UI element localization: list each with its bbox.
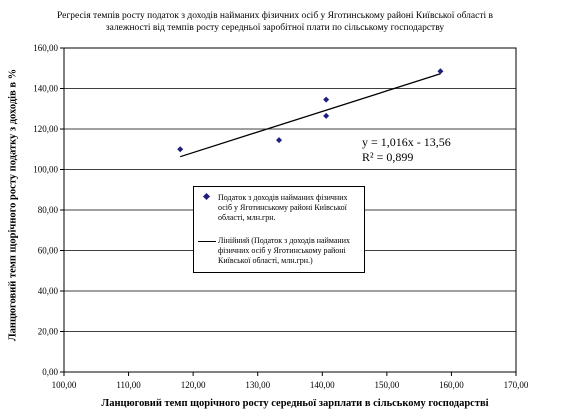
legend-item-trendline: Лінійний (Податок з доходів найманих фіз… <box>198 236 360 266</box>
legend-series-label: Податок з доходів найманих фізичних осіб… <box>218 193 348 222</box>
equation-text: y = 1,016x - 13,56 <box>362 135 451 149</box>
x-tick-label: 140,00 <box>310 380 335 390</box>
legend-trendline-label: Лінійний (Податок з доходів найманих фіз… <box>218 236 350 265</box>
x-tick-label: 150,00 <box>374 380 399 390</box>
x-tick-label: 120,00 <box>181 380 206 390</box>
y-tick-label: 40,00 <box>38 286 59 296</box>
legend-item-series: Податок з доходів найманих фізичних осіб… <box>198 192 360 223</box>
data-point <box>323 112 330 119</box>
y-tick-label: 160,00 <box>33 43 58 53</box>
x-tick-label: 110,00 <box>116 380 141 390</box>
line-marker-icon <box>198 236 218 246</box>
data-point <box>437 68 444 75</box>
data-point <box>323 96 330 103</box>
y-tick-label: 120,00 <box>33 124 58 134</box>
regression-equation: y = 1,016x - 13,56 R² = 0,899 <box>362 135 451 165</box>
x-tick-label: 130,00 <box>245 380 270 390</box>
x-tick-label: 170,00 <box>504 380 529 390</box>
y-tick-label: 0,00 <box>42 367 58 377</box>
x-tick-label: 100,00 <box>52 380 77 390</box>
y-axis-label: Ланцюговий темп щорічного росту податку … <box>7 68 19 342</box>
diamond-marker-icon <box>198 192 218 203</box>
legend: Податок з доходів найманих фізичних осіб… <box>193 186 365 273</box>
y-tick-label: 100,00 <box>33 165 58 175</box>
chart-title: Регресія темпів росту податок з доходів … <box>56 11 493 33</box>
trendline <box>180 73 441 158</box>
y-tick-label: 140,00 <box>33 84 58 94</box>
x-axis-label: Ланцюговий темп щорічного росту середньо… <box>101 398 489 409</box>
r-squared-text: R² = 0,899 <box>362 150 414 164</box>
data-point <box>177 146 184 153</box>
y-tick-label: 20,00 <box>38 327 59 337</box>
data-point <box>276 137 283 144</box>
y-tick-label: 60,00 <box>38 246 59 256</box>
y-tick-label: 80,00 <box>38 205 59 215</box>
x-tick-label: 160,00 <box>439 380 464 390</box>
